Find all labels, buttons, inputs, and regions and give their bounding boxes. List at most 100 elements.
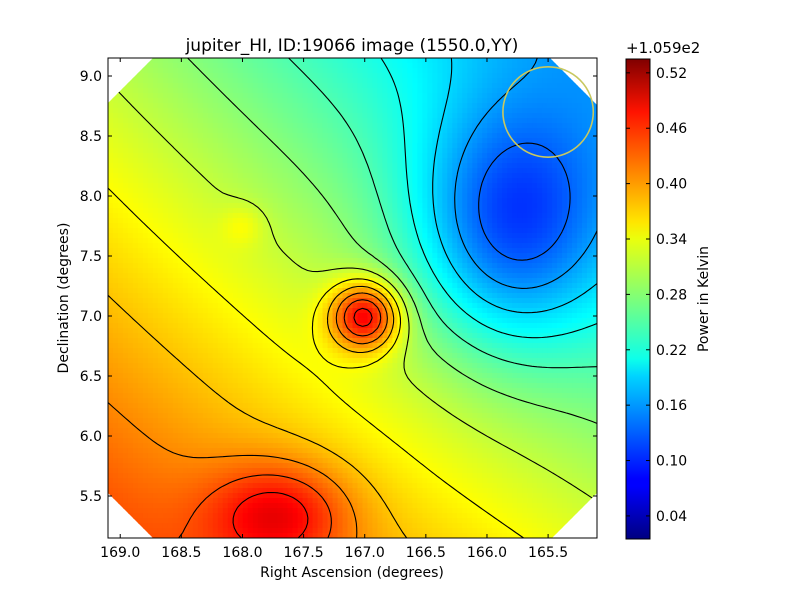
heatmap-cell <box>112 278 119 284</box>
heatmap-cell <box>547 83 553 89</box>
heatmap-cell <box>232 208 239 214</box>
heatmap-cell <box>532 178 538 184</box>
heatmap-cell <box>137 223 144 229</box>
heatmap-cell <box>502 198 508 204</box>
heatmap-cell <box>242 168 249 174</box>
heatmap-cell <box>172 138 179 144</box>
heatmap-cell <box>382 198 389 204</box>
heatmap-cell <box>337 78 344 84</box>
heatmap-cell <box>482 243 488 249</box>
heatmap-cell <box>537 228 543 234</box>
heatmap-cell <box>507 63 513 69</box>
heatmap-cell <box>242 213 249 219</box>
heatmap-cell <box>362 198 369 204</box>
heatmap-cell <box>332 273 339 279</box>
heatmap-cell <box>237 68 244 74</box>
heatmap-cell <box>252 88 259 94</box>
heatmap-cell <box>592 188 597 194</box>
heatmap-cell <box>122 198 129 204</box>
heatmap-cell <box>317 273 324 279</box>
heatmap-cell <box>302 178 309 184</box>
heatmap-cell <box>422 258 428 264</box>
heatmap-cell <box>432 218 438 224</box>
heatmap-cell <box>237 303 244 309</box>
heatmap-cell <box>132 103 139 109</box>
heatmap-cell <box>117 188 124 194</box>
heatmap-cell <box>372 228 379 234</box>
heatmap-cell <box>172 283 179 289</box>
heatmap-cell <box>467 213 473 219</box>
heatmap-cell <box>427 278 433 284</box>
heatmap-cell <box>287 173 294 179</box>
heatmap-cell <box>352 208 359 214</box>
heatmap-cell <box>547 308 553 314</box>
heatmap-cell <box>222 283 229 289</box>
heatmap-cell <box>447 178 453 184</box>
heatmap-cell <box>592 208 597 214</box>
heatmap-cell <box>357 288 364 294</box>
heatmap-cell <box>257 193 264 199</box>
heatmap-cell <box>572 68 578 74</box>
heatmap-cell <box>412 153 418 159</box>
heatmap-cell <box>277 243 284 249</box>
heatmap-cell <box>232 163 239 169</box>
heatmap-cell <box>117 83 124 89</box>
heatmap-cell <box>447 288 453 294</box>
heatmap-cell <box>332 293 339 299</box>
heatmap-cell <box>387 308 394 314</box>
heatmap-cell <box>487 253 493 259</box>
heatmap-cell <box>492 143 498 149</box>
heatmap-cell <box>367 78 374 84</box>
heatmap-cell <box>127 228 134 234</box>
heatmap-cell <box>137 103 144 109</box>
heatmap-cell <box>357 273 364 279</box>
heatmap-cell <box>387 238 394 244</box>
heatmap-cell <box>217 73 224 79</box>
heatmap-cell <box>292 268 299 274</box>
heatmap-cell <box>347 83 354 89</box>
heatmap-cell <box>272 183 279 189</box>
heatmap-cell <box>367 203 374 209</box>
heatmap-cell <box>297 268 304 274</box>
heatmap-cell <box>452 293 458 299</box>
heatmap-cell <box>197 173 204 179</box>
heatmap-cell <box>127 243 134 249</box>
heatmap-cell <box>297 188 304 194</box>
heatmap-cell <box>322 168 329 174</box>
heatmap-cell <box>562 288 568 294</box>
heatmap-cell <box>297 273 304 279</box>
heatmap-cell <box>467 98 473 104</box>
heatmap-cell <box>117 308 124 314</box>
heatmap-cell <box>387 273 394 279</box>
heatmap-cell <box>377 118 384 124</box>
heatmap-cell <box>547 138 553 144</box>
heatmap-cell <box>347 88 354 94</box>
heatmap-cell <box>472 78 478 84</box>
heatmap-cell <box>442 253 448 259</box>
heatmap-cell <box>397 193 403 199</box>
heatmap-cell <box>132 163 139 169</box>
heatmap-cell <box>317 173 324 179</box>
heatmap-cell <box>397 163 403 169</box>
heatmap-cell <box>347 278 354 284</box>
heatmap-cell <box>377 248 384 254</box>
heatmap-cell <box>282 218 289 224</box>
heatmap-cell <box>337 263 344 269</box>
heatmap-cell <box>197 123 204 129</box>
heatmap-cell <box>147 303 154 309</box>
heatmap-cell <box>457 123 463 129</box>
heatmap-cell <box>542 58 548 64</box>
heatmap-cell <box>212 63 219 69</box>
heatmap-cell <box>362 203 369 209</box>
heatmap-cell <box>287 203 294 209</box>
heatmap-cell <box>247 148 254 154</box>
heatmap-cell <box>297 128 304 134</box>
heatmap-cell <box>297 283 304 289</box>
heatmap-cell <box>487 258 493 264</box>
heatmap-cell <box>272 208 279 214</box>
heatmap-cell <box>262 198 269 204</box>
heatmap-cell <box>307 98 314 104</box>
heatmap-cell <box>332 118 339 124</box>
heatmap-cell <box>147 298 154 304</box>
heatmap-cell <box>402 213 408 219</box>
